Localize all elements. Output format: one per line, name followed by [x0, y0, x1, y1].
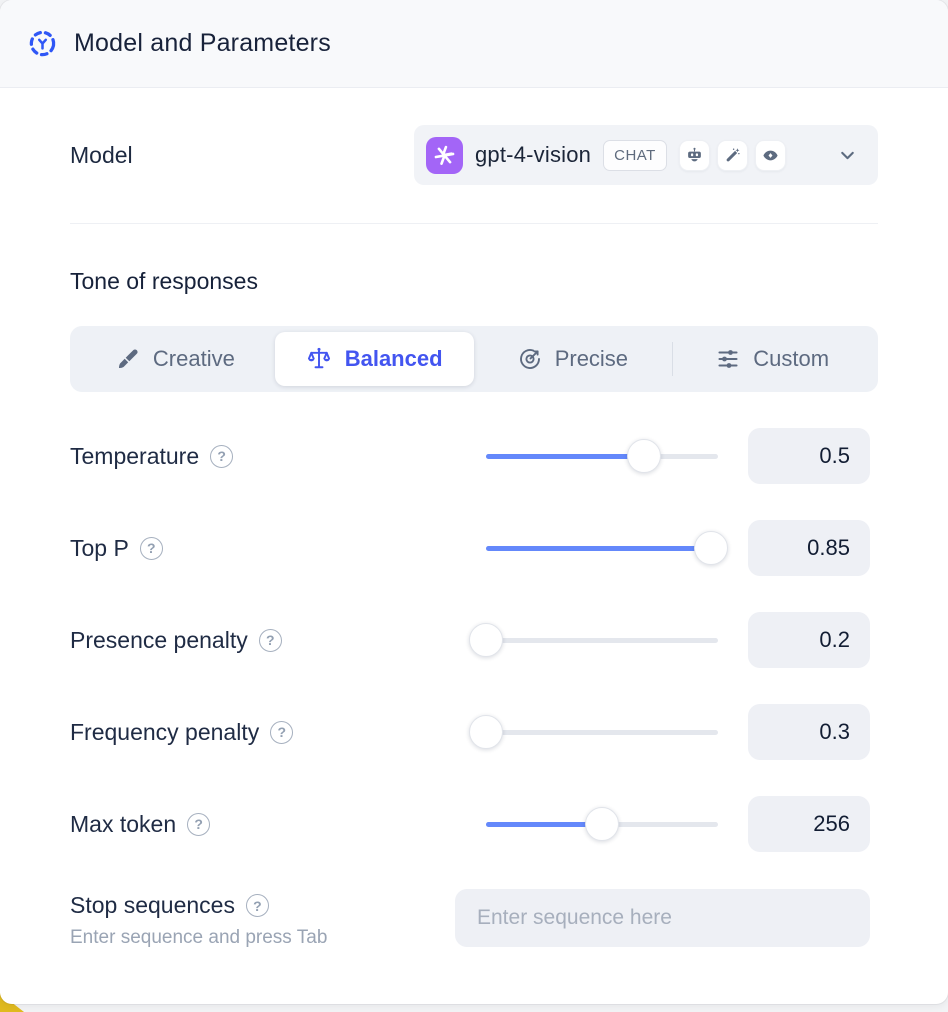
param-row-temperature: Temperature ? 0.5 — [70, 428, 878, 484]
tone-option-label: Balanced — [344, 346, 443, 371]
slider-thumb[interactable] — [469, 623, 503, 657]
help-icon[interactable]: ? — [245, 894, 269, 917]
slider-thumb[interactable] — [469, 715, 503, 749]
param-label: Frequency penalty — [70, 718, 260, 745]
panel-title: Model and Parameters — [74, 29, 331, 57]
chat-type-badge: CHAT — [603, 139, 667, 171]
model-capabilities — [678, 139, 786, 171]
model-select-dropdown[interactable]: gpt-4-vision CHAT — [414, 125, 878, 185]
tone-option-balanced[interactable]: Balanced — [274, 332, 474, 386]
stop-sequences-hint: Enter sequence and press Tab — [70, 927, 328, 948]
tone-option-custom[interactable]: Custom — [673, 332, 872, 386]
slider-thumb[interactable] — [626, 439, 661, 473]
param-row-frequency-penalty: Frequency penalty ? 0.3 — [70, 704, 878, 760]
segment-divider — [672, 342, 674, 376]
target-icon — [518, 347, 542, 371]
param-label: Max token — [70, 810, 177, 837]
tone-option-creative[interactable]: Creative — [76, 332, 275, 386]
param-row-presence-penalty: Presence penalty ? 0.2 — [70, 612, 878, 668]
stop-sequences-row: Stop sequences ? Enter sequence and pres… — [70, 889, 878, 949]
selected-model-name: gpt-4-vision — [475, 142, 592, 167]
top-p-value[interactable]: 0.85 — [748, 520, 870, 576]
help-icon[interactable]: ? — [210, 444, 234, 468]
slider-track[interactable] — [486, 638, 718, 643]
temperature-value[interactable]: 0.5 — [748, 428, 870, 484]
model-hub-icon — [27, 28, 58, 59]
scales-icon — [306, 346, 332, 372]
slider-fill — [486, 546, 712, 551]
magic-wand-icon — [716, 139, 748, 171]
tone-option-label: Custom — [753, 346, 830, 371]
slider-track[interactable] — [486, 730, 718, 735]
slider-thumb[interactable] — [694, 531, 729, 565]
model-row: Model gpt-4-vi — [70, 125, 878, 185]
presence-penalty-value[interactable]: 0.2 — [748, 612, 870, 668]
tone-heading: Tone of responses — [70, 268, 258, 294]
section-divider — [70, 223, 878, 224]
help-icon[interactable]: ? — [270, 720, 294, 744]
robot-icon — [678, 139, 710, 171]
frequency-penalty-slider[interactable] — [469, 704, 718, 760]
frequency-penalty-value[interactable]: 0.3 — [748, 704, 870, 760]
param-label: Temperature — [70, 442, 200, 469]
brush-icon — [116, 347, 140, 371]
temperature-slider[interactable] — [486, 428, 718, 484]
slider-thumb[interactable] — [585, 807, 619, 841]
help-icon[interactable]: ? — [139, 536, 163, 560]
param-label: Presence penalty — [70, 626, 248, 653]
param-row-top-p: Top P ? 0.85 — [70, 520, 878, 576]
chevron-down-icon — [837, 145, 858, 166]
tone-segmented-control: Creative Balanced — [70, 326, 878, 392]
tone-option-label: Creative — [152, 346, 235, 371]
stop-sequences-label: Stop sequences — [70, 892, 235, 918]
top-p-slider[interactable] — [486, 520, 729, 576]
help-icon[interactable]: ? — [258, 628, 282, 652]
presence-penalty-slider[interactable] — [469, 612, 718, 668]
tone-option-precise[interactable]: Precise — [474, 332, 673, 386]
openai-logo-icon — [426, 136, 463, 174]
panel-header: Model and Parameters — [0, 0, 948, 88]
param-label: Top P — [70, 534, 129, 561]
model-label: Model — [70, 141, 133, 168]
param-row-max-token: Max token ? 256 — [70, 796, 878, 852]
tone-option-label: Precise — [554, 346, 629, 371]
sliders-icon — [716, 347, 740, 371]
vision-eye-icon — [754, 139, 786, 171]
max-token-slider[interactable] — [486, 796, 718, 852]
slider-fill — [486, 822, 602, 827]
slider-fill — [486, 454, 644, 459]
stop-sequence-input[interactable] — [455, 889, 870, 947]
help-icon[interactable]: ? — [187, 812, 211, 836]
max-token-value[interactable]: 256 — [748, 796, 870, 852]
